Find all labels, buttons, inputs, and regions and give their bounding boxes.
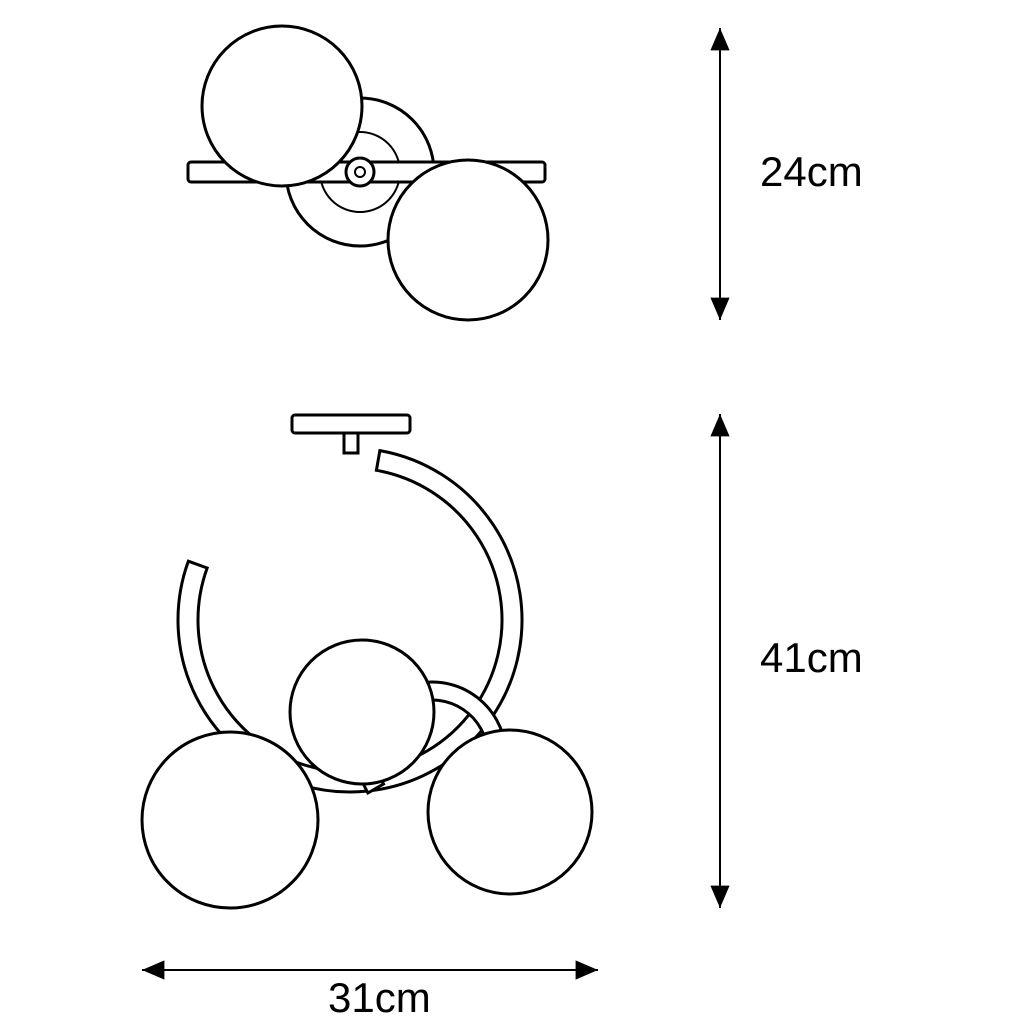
- dim-width-bottom-label: 31cm: [328, 974, 431, 1021]
- globe-top-left: [202, 26, 362, 186]
- globe-bottom-left: [142, 732, 318, 908]
- drop-rod: [344, 433, 358, 453]
- dim-height-top: [710, 28, 729, 320]
- dim-height-top-label: 24cm: [760, 148, 863, 195]
- globe-bottom-right: [428, 730, 592, 894]
- globe-center: [290, 640, 434, 784]
- mount-hub: [346, 158, 374, 186]
- ceiling-plate: [292, 415, 410, 433]
- front-view: [142, 415, 592, 908]
- top-view: [188, 26, 548, 320]
- globe-top-right: [388, 160, 548, 320]
- dim-height-bottom: [710, 414, 729, 908]
- dim-height-bottom-label: 41cm: [760, 634, 863, 681]
